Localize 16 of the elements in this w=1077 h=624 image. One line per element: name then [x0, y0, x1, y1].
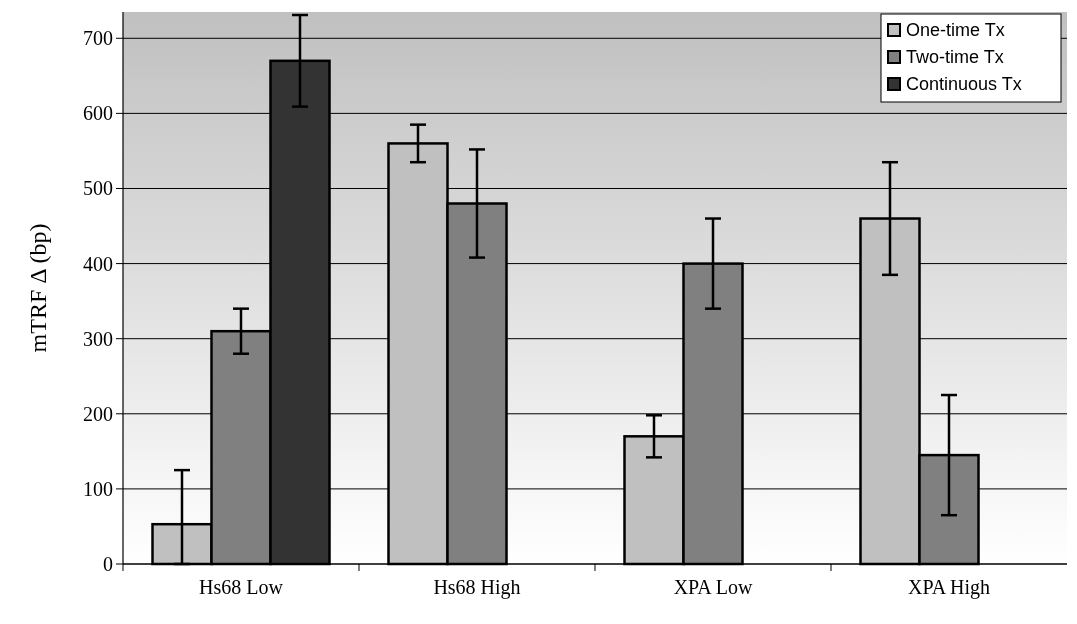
y-tick-label: 700 — [83, 27, 113, 50]
legend-label: One-time Tx — [906, 20, 1005, 41]
legend-label: Two-time Tx — [906, 47, 1004, 68]
x-tick-label: Hs68 Low — [199, 576, 284, 598]
y-tick-label: 600 — [83, 102, 113, 125]
y-tick-label: 0 — [103, 553, 113, 575]
x-tick-label: XPA High — [907, 576, 991, 599]
y-tick-label: 400 — [83, 252, 113, 275]
y-axis-title: mTRF Δ (bp) — [25, 223, 51, 353]
y-tick-label: 500 — [83, 177, 113, 200]
y-tick-label: 300 — [83, 327, 113, 350]
x-tick-label: Hs68 High — [433, 576, 521, 599]
x-tick-label: XPA Low — [673, 576, 753, 598]
y-tick-label: 200 — [83, 402, 113, 425]
legend-label: Continuous Tx — [906, 74, 1022, 95]
y-tick-label: 100 — [83, 477, 113, 500]
